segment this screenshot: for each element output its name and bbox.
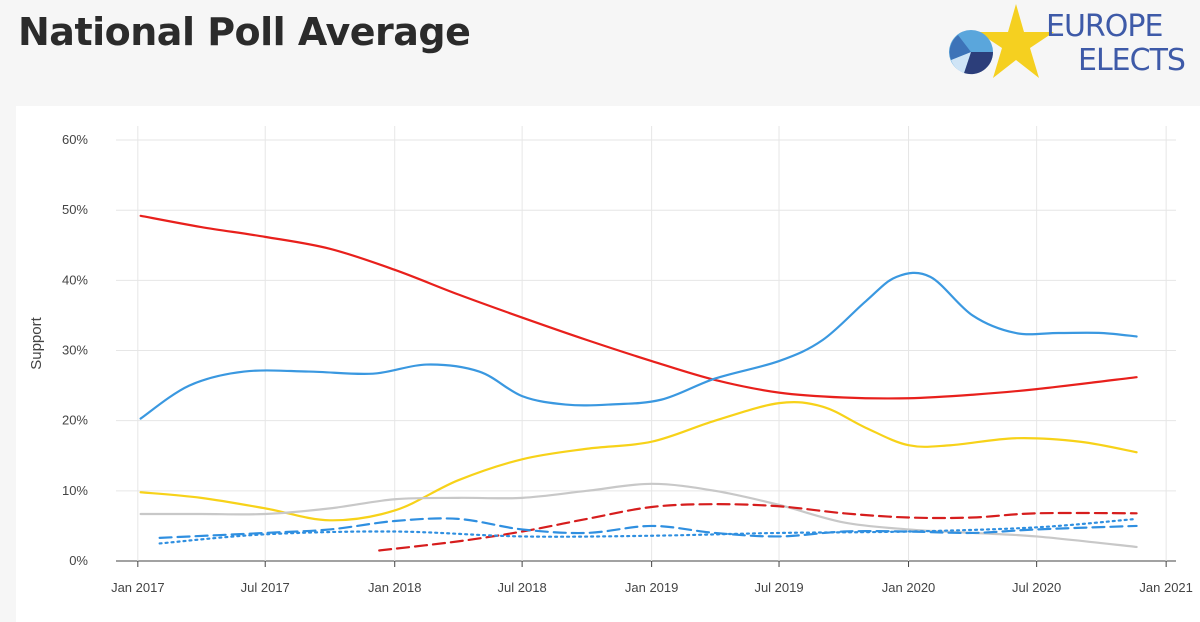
x-tick-label: Jan 2019 [625,580,679,595]
x-tick-label: Jul 2017 [241,580,290,595]
y-tick-label: 30% [62,343,88,358]
x-tick-label: Jul 2018 [498,580,547,595]
x-tick-label: Jan 2018 [368,580,422,595]
chart-panel: 0% 10% 20% 30% 40% 50% 60% Jan 2017 Jul 2017 Jan… [16,106,1200,622]
y-axis-ticks: 0% 10% 20% 30% 40% 50% 60% [62,132,88,568]
series-line-6 [158,517,1138,539]
logo-mark-icon [949,4,1054,78]
y-axis-title: Support [28,316,45,369]
series-line-7 [158,517,1138,545]
series-line-5 [378,503,1138,552]
x-tick-label: Jul 2019 [754,580,803,595]
y-tick-label: 40% [62,272,88,287]
x-tick-label: Jan 2017 [111,580,165,595]
europe-elects-logo: EUROPE ELECTS [946,2,1186,86]
series-line-1 [139,214,1138,400]
logo-text-elects: ELECTS [1078,43,1186,78]
series-line-3 [139,401,1138,522]
line-chart: 0%10%20%30%40%50%60% Jan 2017 Jul 2017 Jan… [28,126,1193,595]
x-tick-label: Jul 2020 [1012,580,1061,595]
logo-text-europe: EUROPE [1046,9,1163,44]
chart-series [139,214,1138,552]
x-tick-label: Jan 2020 [882,580,936,595]
x-tick-label: Jan 2021 [1139,580,1193,595]
y-tick-label: 10% [62,483,88,498]
chart-grid [116,126,1176,567]
x-axis-ticks: Jan 2017 Jul 2017 Jan 2018 Jul 2018 Jan 2019… [111,580,1193,595]
y-tick-label: 20% [62,413,88,428]
series-line-2 [139,271,1138,420]
series-line-4 [139,482,1138,549]
y-tick-label: 0% [69,553,88,568]
page-title: National Poll Average [18,10,471,54]
y-tick-label: 50% [62,202,88,217]
y-tick-label: 60% [62,132,88,147]
